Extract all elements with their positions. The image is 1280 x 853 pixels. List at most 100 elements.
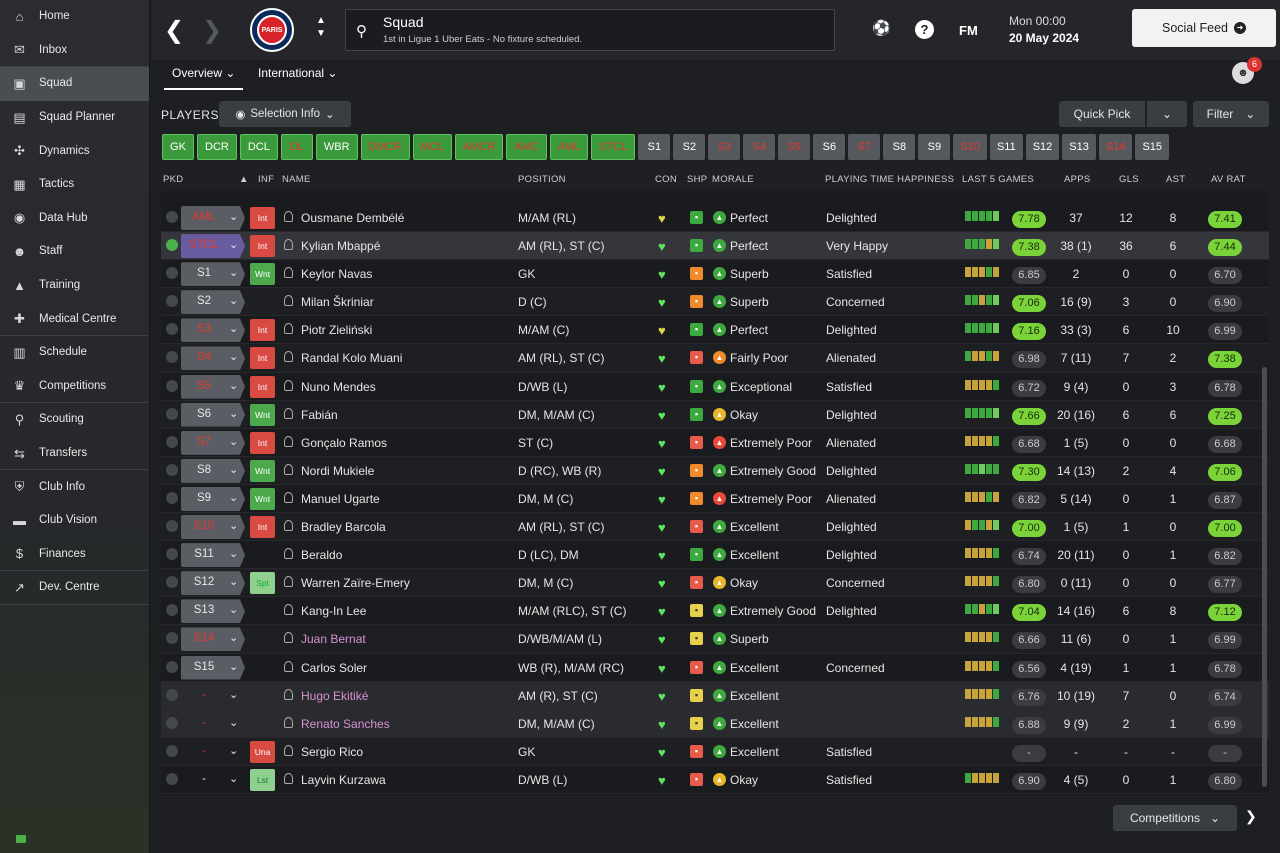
position-select[interactable]: S14 ⌄ xyxy=(181,627,245,652)
ball-icon[interactable]: ⚽ xyxy=(872,20,891,37)
quick-pick-button[interactable]: Quick Pick xyxy=(1059,101,1145,127)
picked-indicator[interactable] xyxy=(166,379,178,392)
info-badge[interactable]: Int xyxy=(250,375,275,398)
position-chip-amcr[interactable]: AMCR xyxy=(454,134,504,160)
info-badge[interactable]: Int xyxy=(250,516,275,539)
table-row[interactable]: S1 ⌄ Wnt Keylor Navas GK ♥ ▪ ▲ Superb Satisfied 6.… xyxy=(161,260,1269,289)
player-name[interactable]: Piotr Zieliński xyxy=(301,323,373,338)
info-badge[interactable]: Wnt xyxy=(250,403,275,426)
position-chip-s11[interactable]: S11 xyxy=(989,134,1023,160)
manager-avatar-button[interactable]: ☻ 6 xyxy=(1232,57,1262,84)
player-name[interactable]: Fabián xyxy=(301,407,338,422)
position-select[interactable]: S2 ⌄ xyxy=(181,290,245,315)
table-row[interactable]: S10 ⌄ Int Bradley Barcola AM (RL), ST (C) ♥ ▪ ▲… xyxy=(161,513,1269,542)
table-row[interactable]: - ⌄ Hugo Ekitiké AM (R), ST (C) ♥ ▪ ▲ Excellent… xyxy=(161,681,1269,710)
info-badge[interactable]: Lst xyxy=(250,768,275,791)
info-badge[interactable]: Int xyxy=(250,235,275,258)
picked-indicator[interactable] xyxy=(166,211,178,223)
picked-indicator[interactable] xyxy=(166,716,178,729)
sidebar-item-inbox[interactable]: ✉ Inbox xyxy=(0,34,149,68)
table-row[interactable]: S7 ⌄ Int Gonçalo Ramos ST (C) ♥ ▪ ▲ Extremely Po… xyxy=(161,429,1269,457)
picked-indicator[interactable] xyxy=(166,435,178,448)
player-name[interactable]: Nordi Mukiele xyxy=(301,463,375,478)
player-name[interactable]: Hugo Ekitiké xyxy=(301,688,369,703)
position-select[interactable]: S1 ⌄ xyxy=(181,262,245,287)
sidebar-item-squad-planner[interactable]: ▤ Squad Planner xyxy=(0,101,149,135)
player-name[interactable]: Gonçalo Ramos xyxy=(301,435,388,450)
col-apps[interactable]: APPS xyxy=(1064,174,1091,185)
table-row[interactable]: - ⌄ Renato Sanches DM, M/AM (C) ♥ ▪ ▲ Excellent… xyxy=(161,709,1269,738)
selection-info-dropdown[interactable]: ◉ Selection Info ⌄ xyxy=(219,101,351,127)
table-row[interactable]: S3 ⌄ Int Piotr Zieliński M/AM (C) ♥ ▪ ▲ Perfect D… xyxy=(161,316,1269,345)
player-name[interactable]: Beraldo xyxy=(301,548,343,563)
position-chip-dl[interactable]: DL xyxy=(280,134,313,160)
sidebar-item-club-vision[interactable]: ▬ Club Vision xyxy=(0,504,149,538)
col-name[interactable]: NAME xyxy=(282,174,311,185)
position-chip-s15[interactable]: S15 xyxy=(1135,134,1170,160)
sidebar-item-scouting[interactable]: ⚲ Scouting xyxy=(0,403,149,437)
player-name[interactable]: Renato Sanches xyxy=(301,716,390,731)
player-name[interactable]: Manuel Ugarte xyxy=(301,491,380,506)
position-select[interactable]: - ⌄ xyxy=(181,740,245,764)
position-select[interactable]: - ⌄ xyxy=(181,684,245,708)
position-chip-gk[interactable]: GK xyxy=(162,134,194,160)
picked-indicator[interactable] xyxy=(166,632,178,645)
picked-indicator[interactable] xyxy=(166,351,178,364)
player-name[interactable]: Bradley Barcola xyxy=(301,520,386,535)
position-chip-aml[interactable]: AML xyxy=(549,134,589,160)
col-inf[interactable]: INF xyxy=(258,174,275,185)
col-avrat[interactable]: AV RAT xyxy=(1211,174,1246,185)
player-name[interactable]: Kang-In Lee xyxy=(301,604,367,619)
position-chip-s9[interactable]: S9 xyxy=(918,134,951,160)
position-select[interactable]: S5 ⌄ xyxy=(181,374,245,399)
picked-indicator[interactable] xyxy=(166,548,178,561)
picked-indicator[interactable] xyxy=(166,407,178,420)
position-select[interactable]: - ⌄ xyxy=(181,768,245,792)
game-date[interactable]: Mon 00:00 20 May 2024 xyxy=(1009,14,1079,45)
position-select[interactable]: S12 ⌄ xyxy=(181,571,245,596)
club-switch-arrows[interactable]: ▲ ▼ xyxy=(316,15,326,39)
picked-indicator[interactable] xyxy=(166,772,178,785)
sidebar-item-medical-centre[interactable]: ✚ Medical Centre xyxy=(0,302,149,336)
position-chip-s1[interactable]: S1 xyxy=(638,134,671,160)
position-select[interactable]: S11 ⌄ xyxy=(181,543,245,568)
col-con[interactable]: CON xyxy=(655,174,678,185)
player-name[interactable]: Ousmane Dembélé xyxy=(301,211,405,225)
position-chip-s12[interactable]: S12 xyxy=(1025,134,1060,160)
player-name[interactable]: Randal Kolo Muani xyxy=(301,351,403,366)
sidebar-item-tactics[interactable]: ▦ Tactics xyxy=(0,168,149,202)
position-chip-s3[interactable]: S3 xyxy=(708,134,741,160)
position-select[interactable]: S6 ⌄ xyxy=(181,402,245,427)
table-row[interactable]: S15 ⌄ Carlos Soler WB (R), M/AM (RC) ♥ ▪ ▲ Exce… xyxy=(161,654,1269,682)
position-chip-s13[interactable]: S13 xyxy=(1062,134,1096,160)
picked-indicator[interactable] xyxy=(166,576,178,589)
position-select[interactable]: - ⌄ xyxy=(181,712,245,736)
sidebar-item-data-hub[interactable]: ◉ Data Hub xyxy=(0,202,149,236)
table-row[interactable]: - ⌄ Una Sergio Rico GK ♥ ▪ ▲ Excellent Satisfied -… xyxy=(161,737,1269,766)
picked-indicator[interactable] xyxy=(166,323,178,336)
position-select[interactable]: STCL ⌄ xyxy=(181,234,245,259)
col-last5[interactable]: LAST 5 GAMES xyxy=(962,174,1035,185)
tab-overview[interactable]: Overview ⌄ xyxy=(163,66,244,90)
info-badge[interactable]: Una xyxy=(250,740,275,763)
position-chip-s2[interactable]: S2 xyxy=(673,134,706,160)
info-badge[interactable]: Int xyxy=(250,207,275,229)
position-chip-s4[interactable]: S4 xyxy=(743,134,776,160)
player-name[interactable]: Keylor Navas xyxy=(301,267,373,282)
picked-indicator[interactable] xyxy=(166,491,178,504)
fm-logo[interactable]: FM xyxy=(959,23,978,38)
table-row[interactable]: S14 ⌄ Juan Bernat D/WB/M/AM (L) ♥ ▪ ▲ Superb 6.6… xyxy=(161,625,1269,654)
player-name[interactable]: Kylian Mbappé xyxy=(301,239,381,254)
next-arrow-button[interactable]: ❯ xyxy=(1245,808,1257,824)
position-select[interactable]: S4 ⌄ xyxy=(181,346,245,371)
col-playing-time[interactable]: PLAYING TIME HAPPINESS xyxy=(825,174,955,185)
position-chip-s10[interactable]: S10 xyxy=(953,134,987,160)
info-badge[interactable]: Wnt xyxy=(250,487,275,510)
position-chip-dmcr[interactable]: DMCR xyxy=(360,134,410,160)
col-shp[interactable]: SHP xyxy=(687,174,708,185)
col-gls[interactable]: GLS xyxy=(1119,174,1139,185)
position-chip-s5[interactable]: S5 xyxy=(778,134,811,160)
club-crest[interactable]: PARIS xyxy=(250,8,294,52)
table-row[interactable]: STCL ⌄ Int Kylian Mbappé AM (RL), ST (C) ♥ ▪ ▲ P… xyxy=(161,232,1269,261)
position-chip-dcl[interactable]: DCL xyxy=(239,134,278,160)
